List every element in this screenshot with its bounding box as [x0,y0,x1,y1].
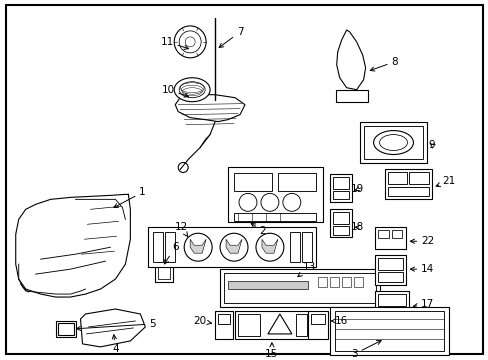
Circle shape [261,193,278,211]
Bar [335,90,367,102]
Bar [218,314,229,324]
Bar [56,321,75,337]
Bar [227,167,322,222]
Text: 10: 10 [162,85,188,97]
Text: 4: 4 [112,335,119,354]
Circle shape [239,193,256,211]
Text: 3: 3 [350,341,380,359]
Bar [387,188,428,196]
Bar [158,257,170,279]
Text: 21: 21 [435,176,455,187]
Bar [359,122,427,163]
Text: 12: 12 [174,222,187,237]
Text: 20: 20 [193,316,211,326]
Text: 17: 17 [412,299,433,309]
Bar [148,227,315,267]
Bar [391,230,402,238]
Polygon shape [336,30,365,90]
Bar [220,269,379,307]
Bar [332,192,348,199]
Bar [238,314,260,336]
Bar [153,232,163,262]
Bar [310,314,324,324]
Bar [155,254,173,282]
Text: 5: 5 [76,319,155,330]
Bar [363,126,423,159]
Polygon shape [175,95,244,122]
Ellipse shape [174,78,210,102]
Circle shape [179,31,201,53]
Bar [332,226,348,235]
Bar [329,307,448,355]
Bar [374,227,406,249]
Bar [234,174,271,192]
Bar [329,209,351,237]
Bar [277,174,315,192]
Bar [317,277,326,287]
Bar [377,258,403,270]
Bar [332,177,348,189]
Text: 11: 11 [160,37,188,49]
Text: 8: 8 [369,57,397,71]
Circle shape [184,233,212,261]
Bar [374,291,408,321]
Text: 14: 14 [409,264,433,274]
Polygon shape [225,239,242,253]
Text: 22: 22 [409,236,433,246]
Bar [165,232,175,262]
Bar [307,311,327,339]
Bar [377,272,403,282]
Polygon shape [190,239,206,253]
Text: 6: 6 [164,242,178,264]
Bar [341,277,350,287]
Circle shape [255,233,284,261]
Text: 18: 18 [350,222,364,232]
Bar [374,255,406,285]
Bar [235,311,309,339]
Bar [301,232,311,262]
Polygon shape [81,309,145,347]
Text: 2: 2 [251,224,265,236]
Text: 15: 15 [265,343,278,359]
Circle shape [185,37,195,47]
Bar [224,273,375,303]
Text: 16: 16 [330,316,347,326]
Bar [334,311,444,351]
Polygon shape [262,239,277,253]
Bar [384,170,431,199]
Bar [58,323,73,335]
Circle shape [178,162,188,172]
Bar [227,281,307,289]
Ellipse shape [179,82,204,98]
Bar [377,294,406,306]
Bar [408,172,428,184]
Text: 19: 19 [350,184,364,194]
Text: 1: 1 [114,188,145,207]
Polygon shape [267,314,291,334]
Bar [353,277,362,287]
Bar [377,230,388,238]
Circle shape [220,233,247,261]
Bar [329,277,338,287]
Bar [215,311,233,339]
Circle shape [282,193,300,211]
Text: 9: 9 [427,140,434,149]
Text: 13: 13 [297,262,316,277]
Bar [234,213,315,221]
Bar [329,175,351,202]
Text: 7: 7 [219,27,243,48]
Bar [377,308,406,318]
Bar [289,232,299,262]
Bar [295,314,306,336]
Ellipse shape [373,131,413,154]
Bar [387,172,407,184]
Circle shape [174,26,206,58]
Bar [332,212,348,224]
